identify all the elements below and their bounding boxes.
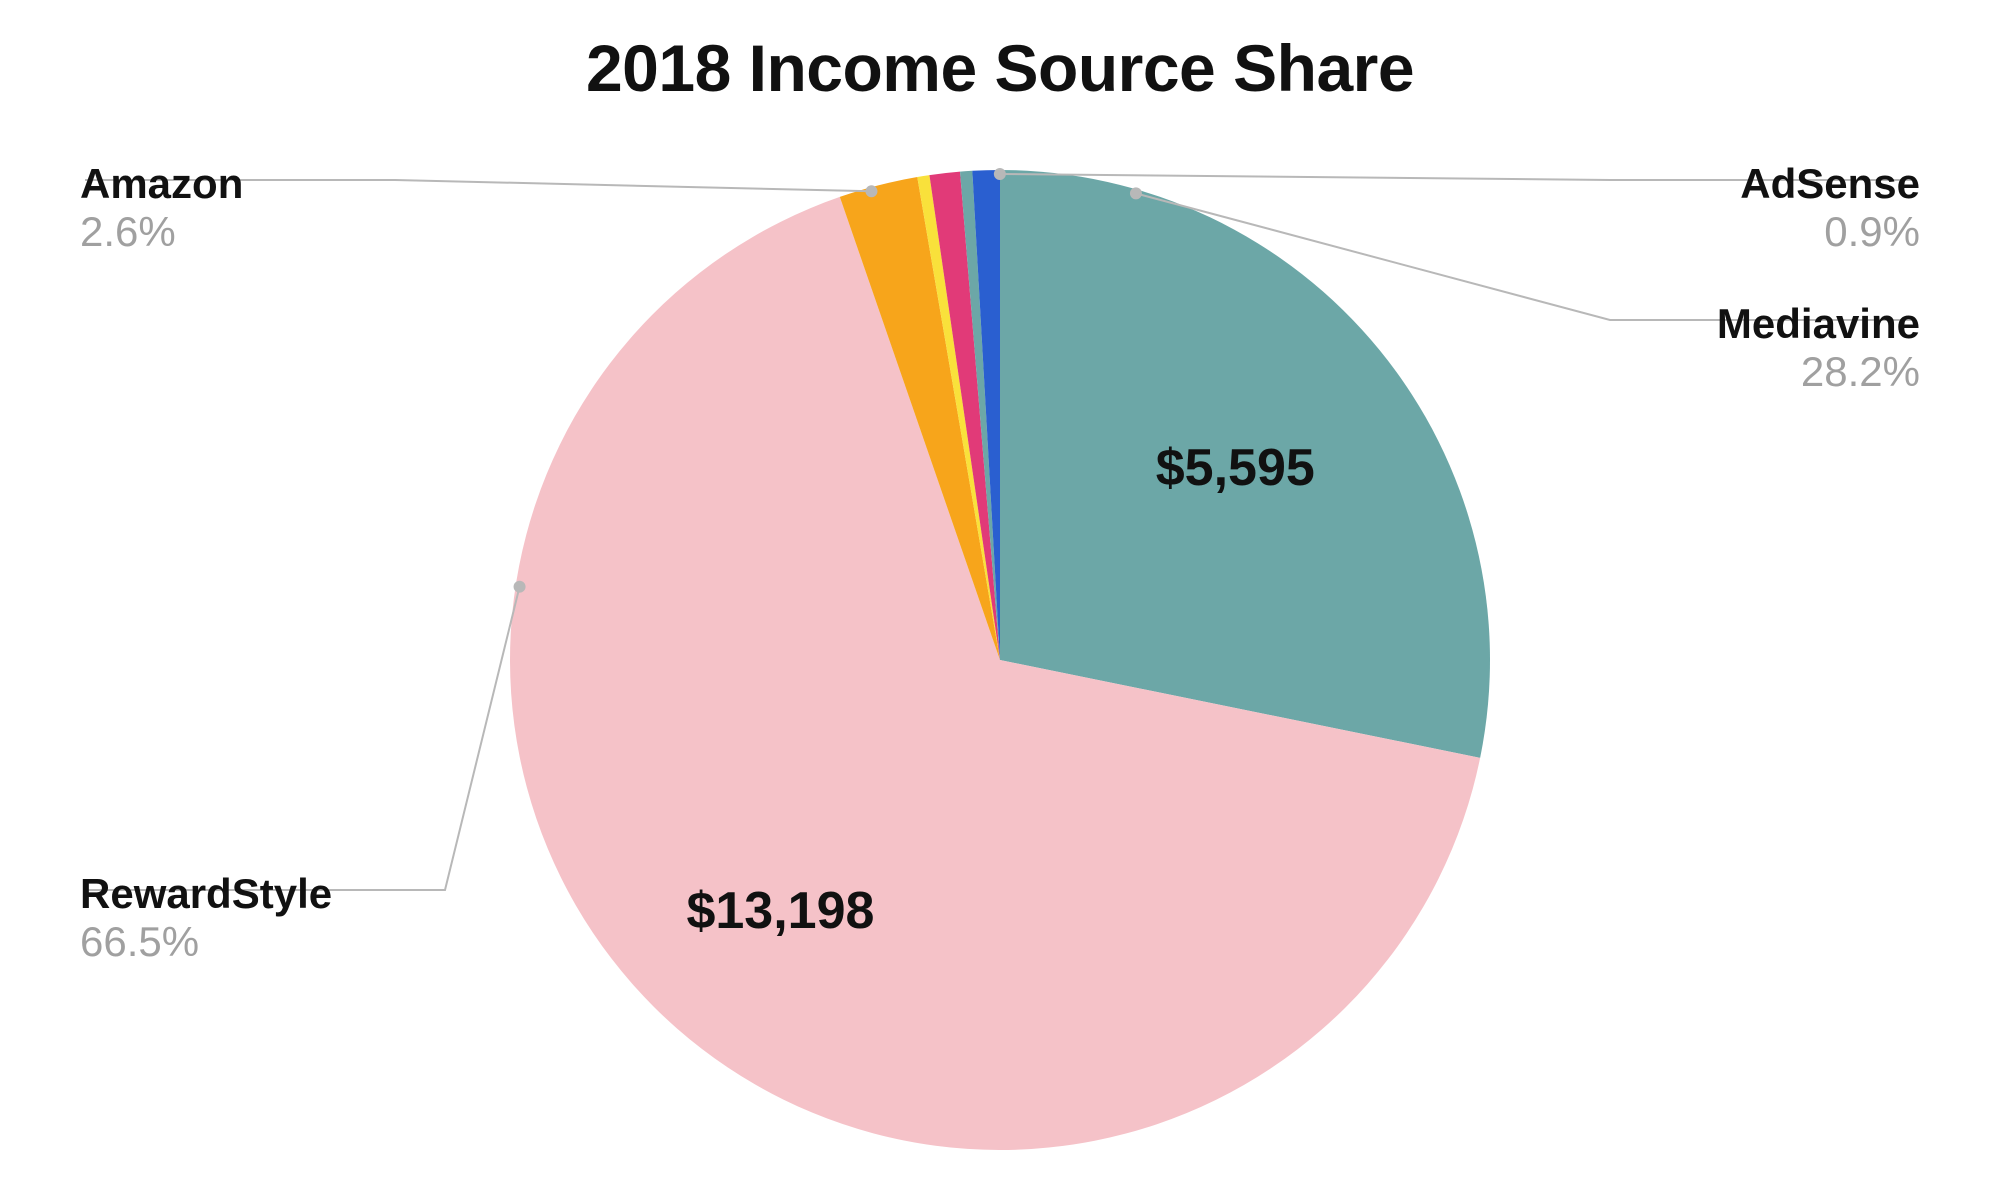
pie-slice — [1000, 170, 1490, 758]
leader-line — [85, 587, 520, 890]
chart-container: 2018 Income Source Share $5,595$13,198Am… — [0, 0, 2000, 1177]
slice-label: AdSense0.9% — [1740, 160, 1920, 257]
slice-label-name: RewardStyle — [80, 870, 332, 918]
slice-label-pct: 28.2% — [1717, 348, 1920, 396]
slice-label: Amazon2.6% — [80, 160, 243, 257]
slice-label-name: Amazon — [80, 160, 243, 208]
slice-label: RewardStyle66.5% — [80, 870, 332, 967]
slice-label-name: Mediavine — [1717, 300, 1920, 348]
slice-label-pct: 66.5% — [80, 918, 332, 966]
slice-label-name: AdSense — [1740, 160, 1920, 208]
slice-label-pct: 0.9% — [1740, 208, 1920, 256]
slice-label: Mediavine28.2% — [1717, 300, 1920, 397]
pie-svg — [0, 0, 2000, 1177]
slice-label-pct: 2.6% — [80, 208, 243, 256]
